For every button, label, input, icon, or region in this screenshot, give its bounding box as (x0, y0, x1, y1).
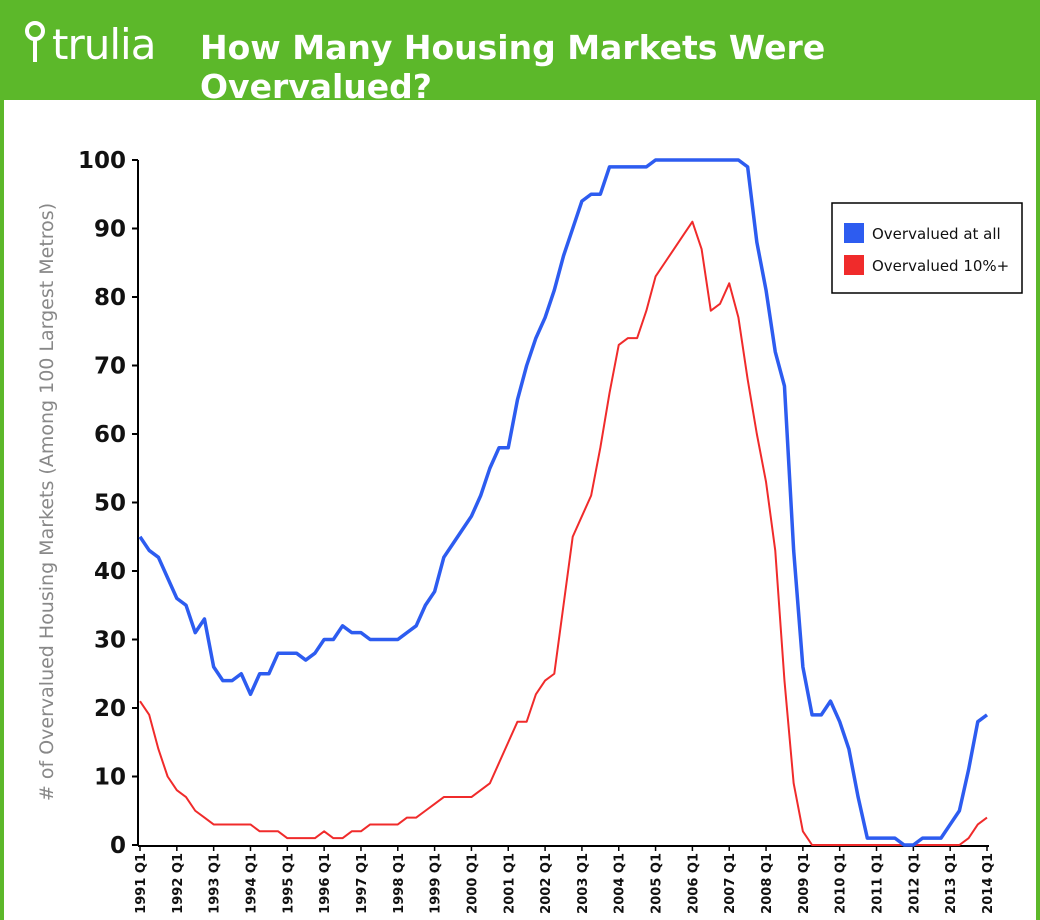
x-tick-label: 1991 Q1 (134, 853, 149, 914)
x-tick-label: 2006 Q1 (686, 853, 701, 914)
y-tick-label: 60 (94, 422, 126, 448)
x-tick-label: 2001 Q1 (502, 853, 517, 914)
x-tick-label: 1997 Q1 (355, 853, 370, 914)
y-tick-label: 100 (78, 148, 126, 174)
brand: trulia (52, 20, 156, 69)
legend-swatch (844, 255, 864, 275)
x-tick-label: 2013 Q1 (944, 853, 959, 914)
logo-pin (25, 21, 45, 62)
legend-swatch (844, 223, 864, 243)
y-tick-label: 0 (110, 833, 126, 859)
x-tick-label: 2010 Q1 (834, 853, 849, 914)
x-tick-label: 2012 Q1 (907, 853, 922, 914)
y-axis-title: # of Overvalued Housing Markets (Among 1… (36, 203, 58, 801)
y-tick-label: 40 (94, 559, 126, 585)
y-tick-label: 70 (94, 354, 126, 380)
y-tick-label: 10 (94, 765, 126, 791)
x-tick-label: 1999 Q1 (429, 853, 444, 914)
x-tick-label: 2004 Q1 (613, 853, 628, 914)
x-tick-label: 1996 Q1 (318, 853, 333, 914)
y-tick-label: 50 (94, 491, 126, 517)
x-tick-label: 2008 Q1 (760, 853, 775, 914)
y-tick-label: 30 (94, 628, 126, 654)
x-tick-label: 1992 Q1 (171, 853, 186, 914)
legend-box (831, 202, 1023, 294)
x-tick-label: 2003 Q1 (576, 853, 591, 914)
x-tick-label: 1993 Q1 (208, 853, 223, 914)
x-tick-label: 1995 Q1 (281, 853, 296, 914)
x-tick-label: 2000 Q1 (465, 853, 480, 914)
series-line (138, 158, 989, 847)
x-tick-label: 2002 Q1 (539, 853, 554, 914)
x-tick-label: 2009 Q1 (797, 853, 812, 914)
series-line (139, 220, 988, 846)
x-tick-label: 2014 Q1 (981, 853, 996, 914)
chart-title: How Many Housing Markets Were Overvalued… (200, 28, 826, 106)
x-tick-label: 1994 Q1 (244, 853, 259, 914)
x-tick-label: 2007 Q1 (723, 853, 738, 914)
header: trulia How Many Housing Markets Were Ove… (0, 0, 1040, 106)
y-tick-label: 90 (94, 217, 126, 243)
legend-label: Overvalued at all (872, 225, 1001, 243)
y-tick-label: 20 (94, 696, 126, 722)
x-tick-label: 2011 Q1 (871, 853, 886, 914)
x-tick-label: 2005 Q1 (650, 853, 665, 914)
y-tick-label: 80 (94, 285, 126, 311)
legend-label: Overvalued 10%+ (872, 257, 1009, 275)
x-tick-label: 1998 Q1 (392, 853, 407, 914)
